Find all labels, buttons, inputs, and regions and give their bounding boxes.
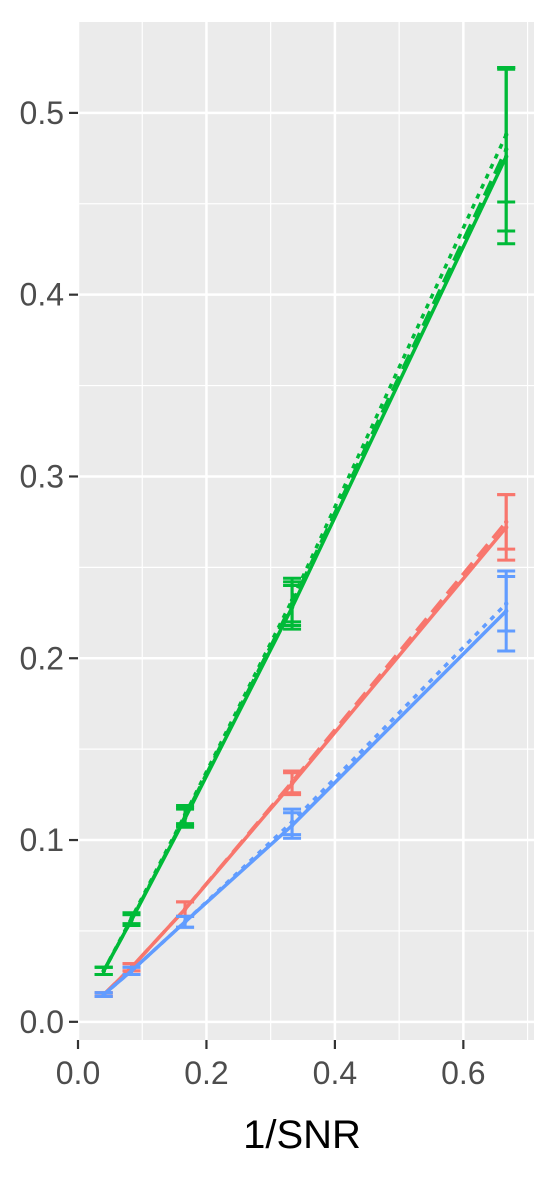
x-axis-title: 1/SNR [243,1113,361,1157]
data-point [289,819,295,825]
series-line [102,520,508,996]
data-point [503,519,509,525]
y-tick-label: 0.2 [20,640,64,676]
y-tick-label: 0.5 [20,95,64,131]
data-point [101,968,106,974]
axis-ticks [69,111,465,1049]
y-tick-label: 0.4 [20,277,64,313]
x-tick-label: 0.4 [313,1055,357,1091]
y-tick-label: 0.1 [20,822,64,858]
grid-minor [78,22,534,1040]
data-point [289,597,295,603]
data-point [129,968,134,974]
y-tick-label: 0.0 [20,1004,64,1040]
x-tick-label: 0.6 [441,1055,485,1091]
x-tick-labels: 0.0 0.2 0.4 0.6 [56,1055,486,1091]
panel-background [78,22,534,1040]
series-layer [94,65,516,998]
data-point [289,779,295,785]
x-tick-label: 0.0 [56,1055,100,1091]
data-point [182,812,188,817]
data-point [182,906,188,912]
data-point [503,132,509,137]
x-tick-label: 0.2 [184,1055,228,1091]
data-point [129,916,134,921]
data-point [503,601,509,606]
grid-major [76,22,534,1040]
series-line [102,602,508,996]
y-tick-label: 0.3 [20,458,64,494]
data-point [182,919,188,925]
y-tick-labels: 0.0 0.1 0.2 0.3 0.4 0.5 [20,95,64,1040]
data-point [101,992,106,997]
